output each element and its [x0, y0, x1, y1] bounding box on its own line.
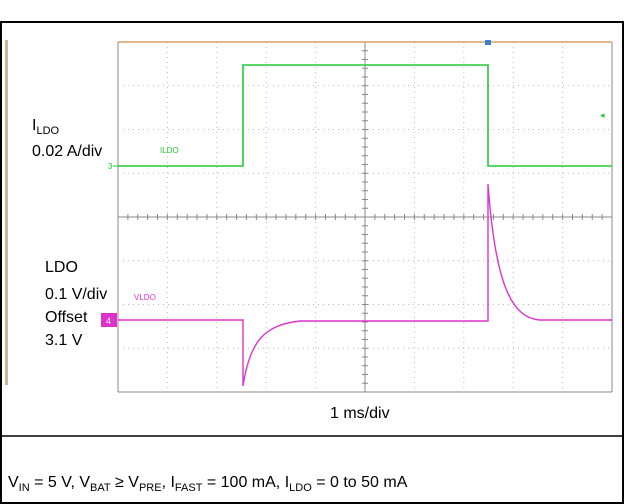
ildo-trace: [118, 64, 612, 167]
caption: VIN = 5 V, VBAT ≥ VPRE, IFAST = 100 mA, …: [8, 474, 407, 494]
caption-sub: LDO: [289, 482, 312, 495]
caption-sub: BAT: [90, 482, 111, 495]
edge-bar: [5, 40, 8, 385]
ch4-box: [101, 313, 117, 327]
offset-value: 3.1 V: [45, 332, 83, 349]
current-scale: 0.02 A/div: [32, 143, 103, 160]
caption-text: ≥ V: [110, 474, 139, 491]
ch4-tag: VLDO: [134, 293, 156, 302]
offset-label: Offset: [45, 309, 88, 326]
caption-text: = 5 V, V: [29, 474, 91, 491]
ch3-tag: ILDO: [160, 146, 179, 155]
caption-sub: PRE: [138, 482, 162, 495]
trig-level: ◂: [600, 110, 605, 120]
caption-sub: FAST: [174, 482, 203, 495]
frame: [0, 21, 624, 504]
caption-text: = 100 mA, I: [202, 474, 290, 491]
caption-sub: IN: [18, 482, 30, 495]
voltage-scale: 0.1 V/div: [45, 286, 108, 303]
grid: [117, 41, 613, 393]
trigger-marker: [485, 40, 491, 45]
vldo-trace: [118, 183, 612, 387]
ch3-marker: 3: [108, 162, 113, 171]
caption-text: = 0 to 50 mA: [311, 474, 408, 491]
time-scale: 1 ms/div: [330, 405, 390, 422]
current-name: ILDO: [32, 117, 60, 138]
caption-text: , I: [161, 474, 175, 491]
ch4-marker: 4: [106, 316, 111, 326]
caption-text: V: [8, 474, 19, 491]
voltage-name: LDO: [45, 259, 78, 276]
